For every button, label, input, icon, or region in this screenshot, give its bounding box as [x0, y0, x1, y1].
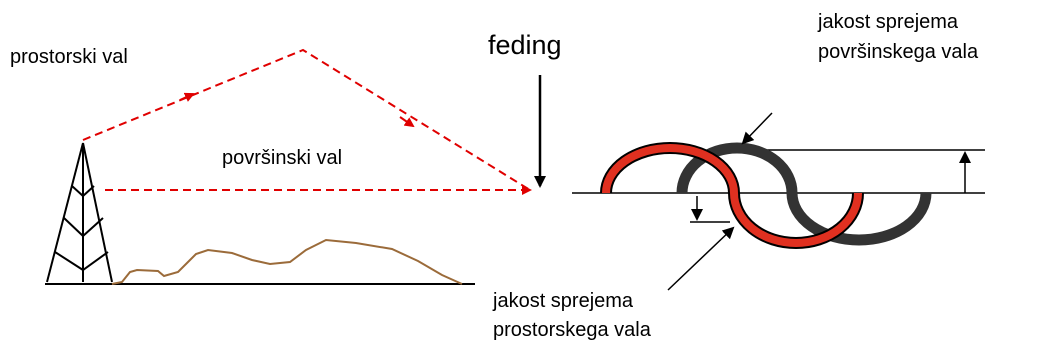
label: površinski val — [222, 147, 342, 169]
diagram: prostorski val površinski val feding jak… — [0, 0, 1040, 349]
sky-wave-path — [83, 50, 530, 190]
sky-wave-arrow — [180, 94, 193, 100]
label: feding — [488, 30, 562, 60]
label: jakost sprejema — [817, 11, 959, 33]
pointer-arrow — [668, 228, 733, 290]
sky-wave-arrow — [400, 117, 413, 126]
pointer-arrow — [743, 113, 772, 143]
label: površinskega vala — [818, 41, 979, 63]
tower — [47, 143, 112, 282]
label: prostorskega vala — [493, 319, 652, 341]
terrain — [112, 240, 462, 284]
label: jakost sprejema — [492, 290, 634, 312]
label: prostorski val — [10, 46, 128, 68]
